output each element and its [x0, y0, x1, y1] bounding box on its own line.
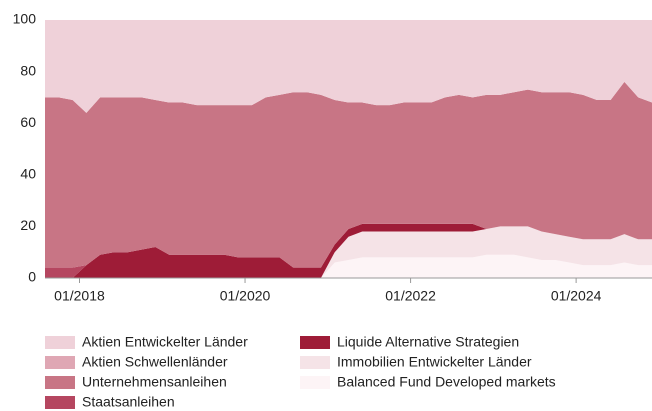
x-tick-label: 01/2022	[385, 288, 436, 304]
legend-swatch	[45, 356, 75, 369]
area	[45, 254, 652, 278]
legend-swatch	[300, 336, 330, 349]
area	[45, 223, 652, 278]
legend-swatch	[300, 376, 330, 389]
legend-swatch	[45, 336, 75, 349]
area	[45, 81, 652, 268]
legend-label: Immobilien Entwickelter Länder	[337, 354, 532, 370]
y-tick-label: 40	[20, 166, 36, 182]
legend-label: Liquide Alternative Strategien	[337, 334, 519, 350]
legend-label: Aktien Entwickelter Länder	[82, 334, 248, 350]
legend-swatch	[300, 356, 330, 369]
y-tick-label: 100	[13, 11, 37, 27]
area	[45, 20, 652, 113]
y-tick-label: 0	[28, 269, 36, 285]
x-tick-label: 01/2024	[551, 288, 602, 304]
x-tick-label: 01/2018	[54, 288, 105, 304]
x-tick-label: 01/2020	[220, 288, 271, 304]
area	[45, 226, 652, 278]
y-tick-label: 20	[20, 217, 36, 233]
y-tick-label: 60	[20, 114, 36, 130]
legend-label: Aktien Schwellenländer	[82, 354, 228, 370]
legend-label: Unternehmensanleihen	[82, 374, 227, 390]
y-tick-label: 80	[20, 62, 36, 78]
legend-swatch	[45, 396, 75, 409]
legend-swatch	[45, 376, 75, 389]
legend-label: Balanced Fund Developed markets	[337, 374, 556, 390]
legend-label: Staatsanleihen	[82, 394, 175, 410]
